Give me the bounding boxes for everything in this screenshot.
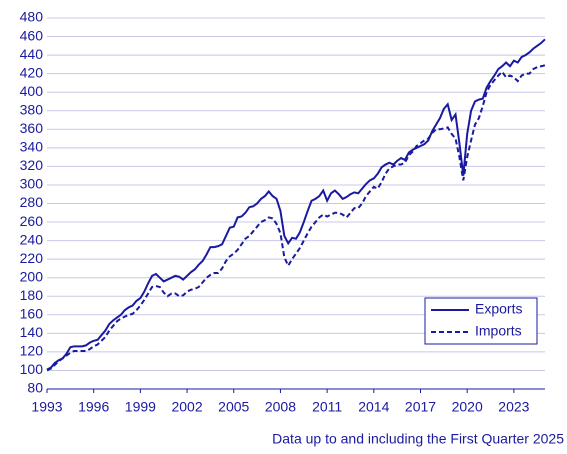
- y-tick-label: 120: [20, 343, 44, 359]
- y-tick-label: 160: [20, 306, 44, 322]
- footnote: Data up to and including the First Quart…: [272, 431, 564, 447]
- y-tick-label: 380: [20, 101, 44, 117]
- x-tick-label: 2017: [405, 399, 436, 415]
- legend-label: Exports: [475, 301, 522, 317]
- y-tick-label: 180: [20, 287, 44, 303]
- y-tick-label: 460: [20, 27, 44, 43]
- x-tick-label: 2014: [358, 399, 389, 415]
- y-tick-label: 420: [20, 64, 44, 80]
- x-tick-label: 2002: [171, 399, 202, 415]
- y-tick-label: 200: [20, 268, 44, 284]
- x-tick-label: 2011: [312, 399, 342, 415]
- y-tick-label: 220: [20, 250, 44, 266]
- legend-label: Imports: [475, 323, 522, 339]
- x-tick-label: 1999: [125, 399, 156, 415]
- y-tick-label: 300: [20, 176, 44, 192]
- y-tick-label: 100: [20, 361, 44, 377]
- y-tick-label: 480: [20, 9, 44, 25]
- y-tick-label: 260: [20, 213, 44, 229]
- x-tick-label: 1993: [31, 399, 62, 415]
- y-tick-label: 440: [20, 46, 44, 62]
- y-tick-label: 240: [20, 231, 44, 247]
- legend-box: [424, 297, 538, 345]
- y-tick-label: 360: [20, 120, 44, 136]
- y-tick-label: 320: [20, 157, 44, 173]
- x-tick-label: 1996: [78, 399, 109, 415]
- series-line: [46, 64, 546, 372]
- x-tick-label: 2023: [498, 399, 529, 415]
- y-tick-label: 340: [20, 139, 44, 155]
- x-tick-label: 2020: [452, 399, 483, 415]
- x-tick-label: 2005: [218, 399, 249, 415]
- series-line: [46, 38, 546, 371]
- y-tick-label: 400: [20, 83, 44, 99]
- x-tick-label: 2008: [265, 399, 296, 415]
- y-tick-label: 80: [27, 380, 43, 396]
- y-tick-label: 140: [20, 324, 44, 340]
- y-tick-label: 280: [20, 194, 44, 210]
